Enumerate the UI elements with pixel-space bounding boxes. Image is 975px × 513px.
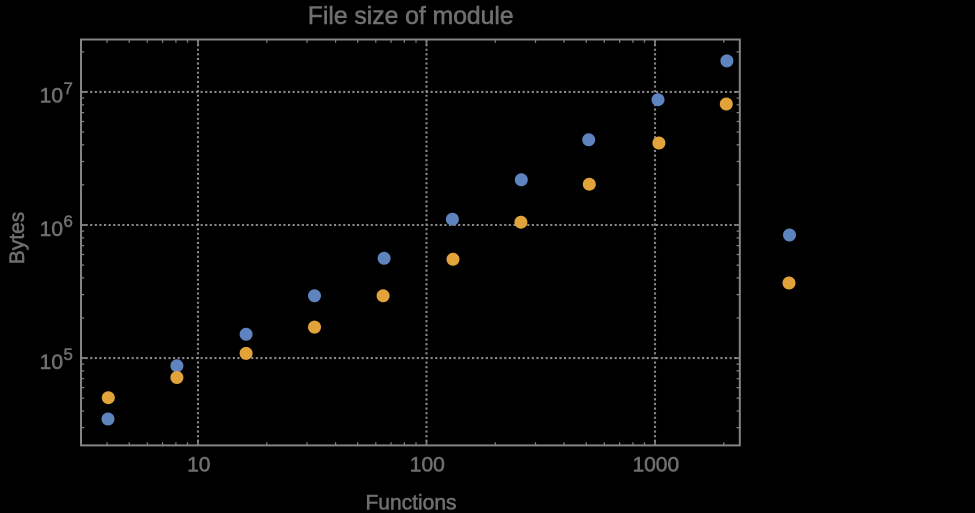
svg-text:1000: 1000 [632,454,679,477]
svg-text:Bytes: Bytes [6,212,29,265]
svg-text:10: 10 [40,351,63,374]
svg-text:10: 10 [187,454,210,477]
svg-text:7: 7 [64,79,73,98]
svg-text:10: 10 [40,218,63,241]
svg-text:10: 10 [40,85,63,108]
svg-text:File size of module: File size of module [308,3,514,30]
svg-text:6: 6 [64,212,73,231]
svg-text:100: 100 [410,454,445,477]
svg-text:5: 5 [64,345,73,364]
svg-text:Functions: Functions [365,492,456,513]
